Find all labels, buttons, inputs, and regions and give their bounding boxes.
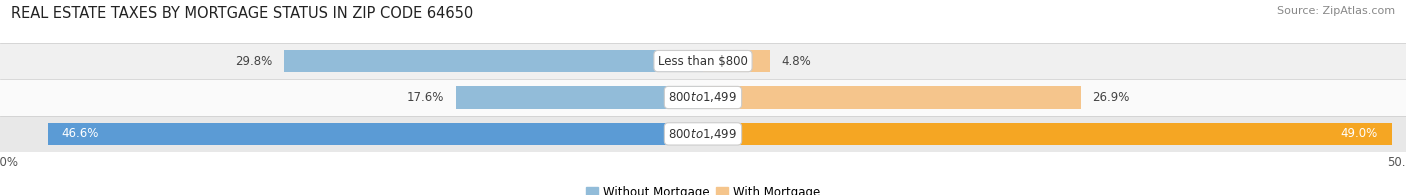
Text: 29.8%: 29.8%: [236, 55, 273, 68]
Text: 17.6%: 17.6%: [406, 91, 444, 104]
Text: Source: ZipAtlas.com: Source: ZipAtlas.com: [1277, 6, 1395, 16]
Text: 4.8%: 4.8%: [782, 55, 811, 68]
Text: $800 to $1,499: $800 to $1,499: [668, 127, 738, 141]
Text: 26.9%: 26.9%: [1092, 91, 1130, 104]
Text: $800 to $1,499: $800 to $1,499: [668, 90, 738, 105]
Bar: [703, 86, 1081, 109]
Bar: [0, 43, 1406, 79]
Legend: Without Mortgage, With Mortgage: Without Mortgage, With Mortgage: [586, 186, 820, 195]
Bar: [284, 50, 703, 72]
Text: REAL ESTATE TAXES BY MORTGAGE STATUS IN ZIP CODE 64650: REAL ESTATE TAXES BY MORTGAGE STATUS IN …: [11, 6, 474, 21]
Text: 49.0%: 49.0%: [1341, 127, 1378, 140]
Bar: [0, 116, 1406, 152]
Bar: [703, 50, 770, 72]
Text: Less than $800: Less than $800: [658, 55, 748, 68]
Bar: [0, 79, 1406, 116]
Bar: [703, 123, 1392, 145]
Text: 46.6%: 46.6%: [62, 127, 100, 140]
Bar: [48, 123, 703, 145]
Bar: [456, 86, 703, 109]
